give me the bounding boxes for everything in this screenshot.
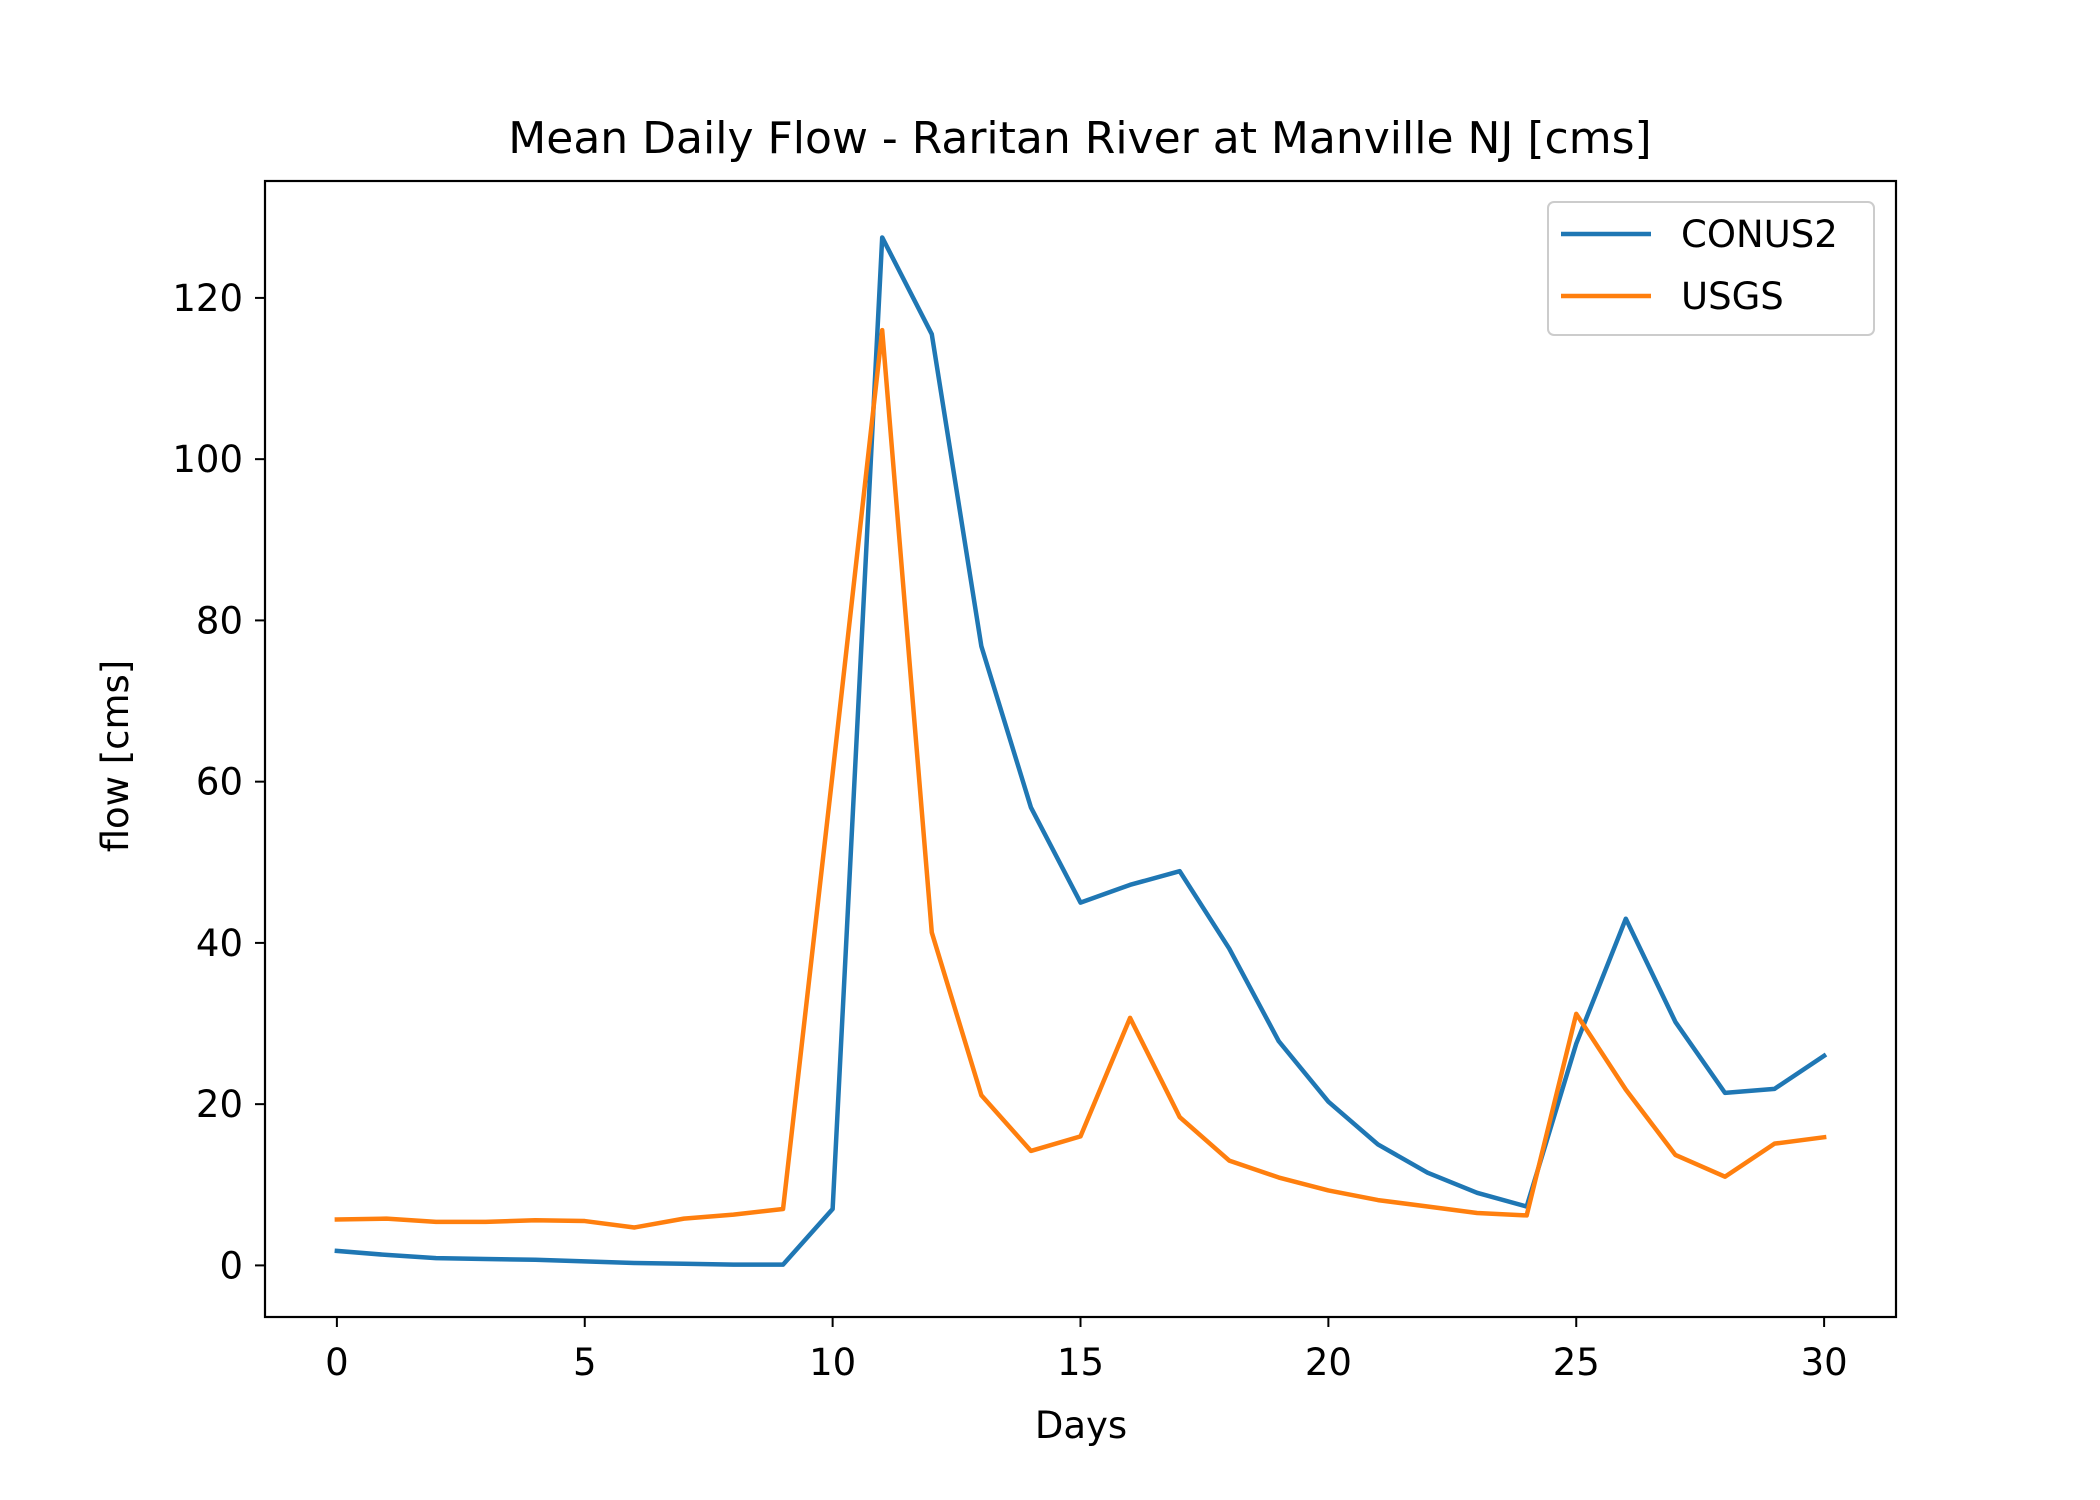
y-axis-label: flow [cms]: [94, 660, 137, 853]
y-tick-label: 0: [219, 1244, 243, 1287]
legend-label-conus2: CONUS2: [1681, 213, 1838, 256]
legend: CONUS2 USGS: [1547, 201, 1875, 336]
y-tick-label: 60: [196, 761, 243, 804]
axis-ticks: 0 5 10 15 20 25 30 0 20 40 60 80 100 120: [172, 277, 1847, 1384]
x-tick-label: 20: [1305, 1341, 1352, 1384]
x-tick-label: 10: [809, 1341, 856, 1384]
plot-frame: [263, 179, 1898, 1319]
x-tick-label: 15: [1057, 1341, 1104, 1384]
x-axis-label: Days: [1035, 1404, 1127, 1447]
series-line-usgs: [334, 327, 1827, 1230]
x-tick-label: 25: [1553, 1341, 1600, 1384]
y-tick-label: 80: [196, 599, 243, 642]
x-tick-label: 0: [325, 1341, 349, 1384]
y-tick-label: 120: [172, 277, 243, 320]
legend-label-usgs: USGS: [1681, 275, 1784, 318]
x-tick-label: 5: [573, 1341, 597, 1384]
y-tick-label: 100: [172, 438, 243, 481]
x-tick-label: 30: [1801, 1341, 1848, 1384]
plot-lines: [334, 235, 1828, 1267]
y-tick-label: 40: [196, 922, 243, 965]
series-line-conus2: [334, 235, 1828, 1267]
y-tick-label: 20: [196, 1083, 243, 1126]
chart-title: Mean Daily Flow - Raritan River at Manvi…: [508, 113, 1651, 164]
